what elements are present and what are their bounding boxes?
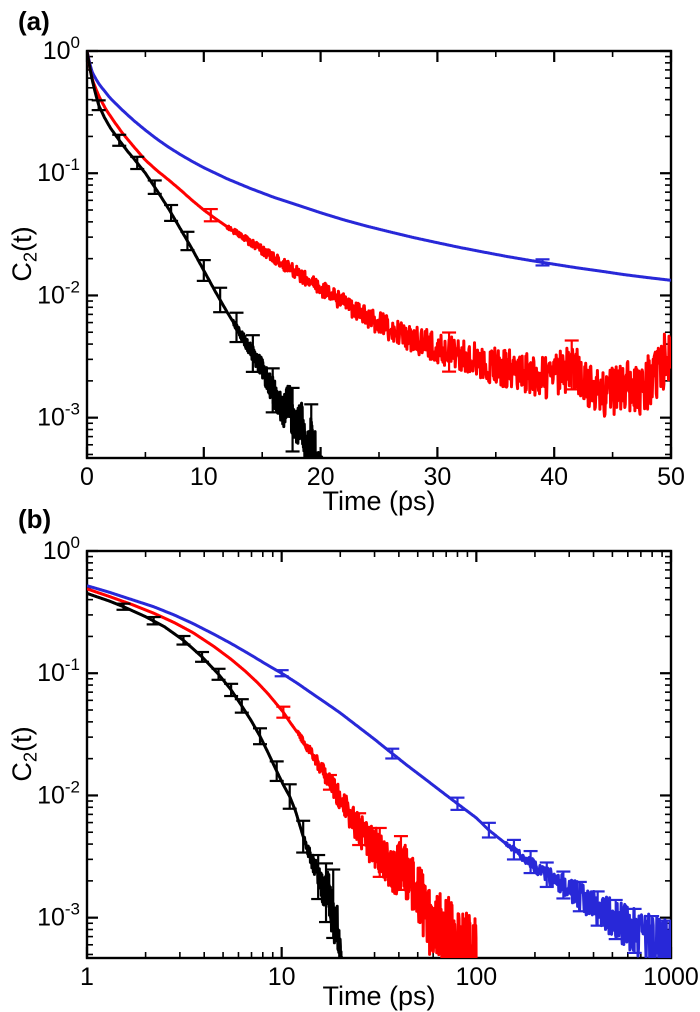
curve-slow-decay-blue bbox=[87, 584, 671, 958]
error-bars-slow-decay-blue bbox=[274, 669, 671, 958]
curve-intermediate-decay-red bbox=[87, 587, 478, 958]
error-bars-intermediate-decay-red bbox=[276, 705, 408, 892]
x-tick-label: 1 bbox=[80, 963, 94, 991]
axis-tick-labels: 0 10 20 30 40 50 100 10-1 10-2 10-3 bbox=[37, 33, 685, 491]
y-tick-label: 10-1 bbox=[37, 155, 80, 187]
error-bars-fast-decay-black bbox=[116, 602, 341, 940]
y-tick-label: 100 bbox=[43, 33, 80, 65]
y-tick-label: 10-2 bbox=[37, 777, 80, 809]
error-bars-intermediate-decay-red bbox=[203, 207, 579, 391]
panel-a-yaxis-title: C2(t) bbox=[7, 226, 42, 281]
curve-fast-decay-black bbox=[87, 592, 344, 958]
panel-b-xaxis-title: Time (ps) bbox=[322, 981, 436, 1011]
y-tick-label: 10-3 bbox=[37, 900, 80, 932]
ylabel-rest: (t) bbox=[6, 226, 37, 252]
x-tick-label: 100 bbox=[455, 963, 497, 991]
y-tick-label: 10-3 bbox=[37, 400, 80, 432]
y-tick-label: 10-1 bbox=[37, 655, 80, 687]
x-tick-label: 10 bbox=[268, 963, 296, 991]
x-tick-label: 1000 bbox=[643, 963, 699, 991]
axis-ticks bbox=[85, 49, 673, 458]
curve-intermediate-decay-red bbox=[87, 51, 671, 418]
ylabel-subscript: 2 bbox=[19, 251, 41, 263]
x-tick-label: 40 bbox=[540, 463, 568, 491]
panel-a-xaxis-title: Time (ps) bbox=[322, 486, 436, 516]
x-tick-label: 0 bbox=[80, 463, 94, 491]
ylabel-rest: (t) bbox=[6, 726, 37, 752]
y-tick-label: 10-2 bbox=[37, 277, 80, 309]
panel-b-yaxis-title: C2(t) bbox=[7, 726, 42, 781]
x-tick-label: 10 bbox=[190, 463, 218, 491]
x-tick-label: 30 bbox=[423, 463, 451, 491]
y-tick-label: 100 bbox=[43, 533, 80, 565]
curve-fast-decay-black bbox=[87, 51, 324, 458]
x-tick-label: 50 bbox=[657, 463, 685, 491]
ylabel-subscript: 2 bbox=[19, 751, 41, 763]
panel-a-label: (a) bbox=[18, 6, 50, 36]
ylabel-base: C bbox=[6, 762, 37, 782]
panel-a: 0 10 20 30 40 50 100 10-1 10-2 10-3 bbox=[37, 33, 685, 491]
error-bars-fast-decay-black bbox=[91, 99, 319, 458]
error-bars-slow-decay-blue bbox=[535, 258, 550, 267]
x-tick-label: 20 bbox=[307, 463, 335, 491]
axis-tick-labels: 1 10 100 1000 100 10-1 10-2 10-3 bbox=[37, 533, 699, 991]
curve-slow-decay-blue bbox=[87, 51, 671, 282]
panel-b: 1 10 100 1000 100 10-1 10-2 10-3 bbox=[37, 533, 699, 991]
axis-frame bbox=[85, 549, 673, 960]
ylabel-base: C bbox=[6, 262, 37, 282]
panel-b-label: (b) bbox=[18, 504, 52, 534]
